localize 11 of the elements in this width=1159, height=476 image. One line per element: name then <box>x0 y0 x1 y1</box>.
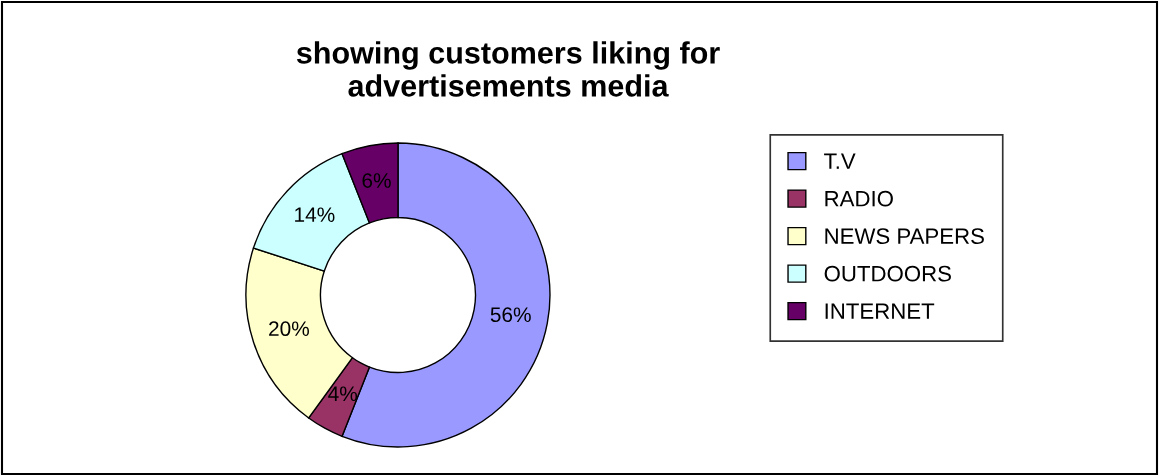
legend-label: INTERNET <box>825 303 935 319</box>
data-label: 14% <box>295 207 335 222</box>
data-label: 56% <box>490 307 531 323</box>
legend-label: T.V <box>824 153 856 169</box>
data-label: 20% <box>269 321 309 337</box>
data-label: 6% <box>362 173 391 188</box>
legend-label: RADIO <box>825 190 893 207</box>
data-label: 4% <box>328 386 358 402</box>
legend-label: OUTDOORS <box>824 265 951 282</box>
chart-title: showing customers liking for advertisements media <box>296 41 720 97</box>
legend-label: NEWS PAPERS <box>825 228 984 245</box>
